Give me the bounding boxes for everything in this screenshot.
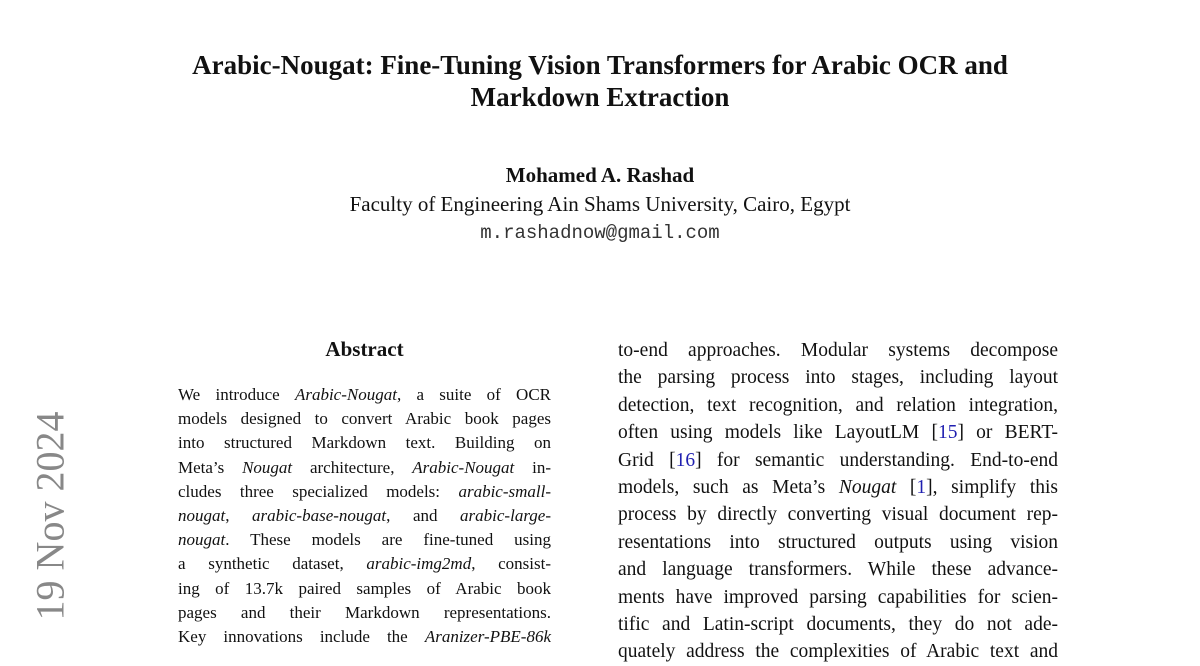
italic-run: arabic-img2md — [366, 554, 472, 574]
email: m.rashadnow@gmail.com — [480, 222, 720, 244]
italic-run: arabic-large- — [460, 505, 552, 525]
text-run: architecture, — [292, 457, 413, 477]
citation-link[interactable]: 15 — [937, 422, 958, 444]
text-line: quately address the complexities of Arab… — [618, 638, 1058, 665]
text-run: Key innovations include the — [178, 626, 425, 646]
text-run: quately address the complexities of Arab… — [618, 641, 1058, 663]
text-line: a synthetic dataset, arabic-img2md, cons… — [178, 552, 551, 576]
text-run: models, such as Meta’s — [618, 476, 839, 498]
citation-link[interactable]: 16 — [675, 449, 696, 471]
text-run: [ — [896, 476, 917, 498]
italic-run: arabic-base-nougat — [252, 505, 387, 525]
text-run: pages and their Markdown representations… — [178, 602, 551, 622]
text-line: ments have improved parsing capabilities… — [618, 584, 1058, 611]
abstract-heading: Abstract — [325, 337, 404, 361]
title: Arabic-Nougat: Fine-Tuning Vision Transf… — [0, 49, 1200, 113]
text-run: often using models like LayoutLM [ — [618, 422, 938, 444]
text-line: and language transformers. While these a… — [618, 556, 1058, 583]
text-line: ing of 13.7k paired samples of Arabic bo… — [178, 577, 551, 601]
page-body: Arabic-Nougat: Fine-Tuning Vision Transf… — [0, 49, 1200, 663]
text-run: the parsing process into stages, includi… — [618, 367, 1058, 389]
text-line: the parsing process into stages, includi… — [618, 364, 1058, 391]
text-run: process by directly converting visual do… — [618, 504, 1058, 526]
text-line: often using models like LayoutLM [15] or… — [618, 419, 1058, 446]
italic-run: Arabic-Nougat — [294, 385, 397, 404]
text-line: models designed to convert Arabic book p… — [178, 407, 551, 431]
text-run: ] for semantic understanding. End-to-end — [695, 449, 1058, 471]
text-line: nougat. These models are fine-tuned usin… — [178, 528, 551, 552]
right-column: to-end approaches. Modular systems decom… — [618, 337, 1058, 666]
text-run: cludes three specialized models: — [178, 481, 459, 501]
text-run: models designed to convert Arabic book p… — [178, 409, 551, 429]
text-run: into structured Markdown text. Building … — [178, 433, 551, 453]
text-line: cludes three specialized models: arabic-… — [178, 480, 551, 504]
text-run: ], simplify this — [926, 476, 1059, 498]
title-line: Arabic-Nougat: Fine-Tuning Vision Transf… — [192, 50, 1008, 80]
text-run: , consist- — [471, 554, 552, 574]
text-run: Grid [ — [618, 449, 676, 471]
text-run: , and — [386, 505, 461, 525]
italic-run: nougat — [178, 505, 226, 525]
text-line: process by directly converting visual do… — [618, 501, 1058, 528]
italic-run: Aranizer-PBE-86k — [424, 626, 551, 646]
text-run: in- — [514, 457, 551, 477]
text-run: ments have improved parsing capabilities… — [618, 586, 1058, 608]
text-line: Grid [16] for semantic understanding. En… — [618, 447, 1058, 474]
text-run: a synthetic dataset, — [178, 554, 367, 574]
text-run: detection, text recognition, and relatio… — [618, 394, 1058, 416]
citation-link[interactable]: 1 — [916, 476, 927, 498]
page: Arabic-Nougat paper page {"header": { "t… — [0, 49, 1200, 663]
text-line: tific and Latin-script documents, they d… — [618, 611, 1058, 638]
text-run: and language transformers. While these a… — [618, 559, 1058, 581]
arxiv-date: 19 Nov 2024 — [27, 411, 73, 621]
author: Mohamed A. Rashad — [505, 163, 695, 187]
text-line: models, such as Meta’s Nougat [1], simpl… — [618, 474, 1058, 501]
text-run: , — [225, 505, 253, 525]
italic-run: Arabic-Nougat — [412, 457, 515, 477]
affiliation: Faculty of Engineering Ain Shams Univers… — [349, 192, 851, 216]
text-line: nougat, arabic-base-nougat, and arabic-l… — [178, 504, 551, 528]
text-run: , a suite of OCR — [396, 385, 551, 404]
text-line: pages and their Markdown representations… — [178, 601, 551, 625]
text-line: detection, text recognition, and relatio… — [618, 392, 1058, 419]
text-run: ] or BERT- — [957, 422, 1058, 444]
text-line: Key innovations include the Aranizer-PBE… — [178, 625, 551, 649]
title-line: Markdown Extraction — [470, 82, 730, 112]
text-run: We introduce — [178, 385, 295, 404]
italic-run: arabic-small- — [458, 481, 551, 501]
italic-run: nougat — [178, 530, 226, 550]
text-line: We introduce Arabic-Nougat, a suite of O… — [178, 383, 551, 407]
italic-run: Nougat — [838, 476, 897, 498]
text-line: into structured Markdown text. Building … — [178, 431, 551, 455]
text-run: tific and Latin-script documents, they d… — [618, 613, 1058, 635]
text-run: to-end approaches. Modular systems decom… — [618, 340, 1058, 361]
text-line: resentations into structured outputs usi… — [618, 529, 1058, 556]
abstract-body: We introduce Arabic-Nougat, a suite of O… — [178, 383, 551, 649]
italic-run: Nougat — [242, 457, 293, 477]
text-run: resentations into structured outputs usi… — [618, 531, 1058, 553]
text-run: ing of 13.7k paired samples of Arabic bo… — [178, 578, 551, 598]
text-line: Meta’s Nougat architecture, Arabic-Nouga… — [178, 456, 551, 480]
text-run: Meta’s — [178, 457, 243, 477]
text-line: to-end approaches. Modular systems decom… — [618, 337, 1058, 364]
text-run: . These models are fine-tuned using — [225, 530, 551, 550]
